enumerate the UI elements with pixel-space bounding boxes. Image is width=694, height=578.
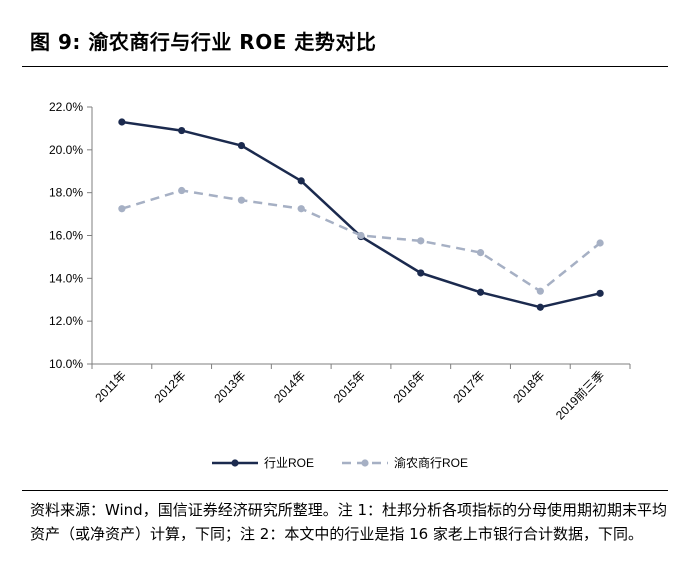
legend-marker-2	[361, 459, 369, 467]
series-2-point	[297, 205, 305, 213]
series-2-point	[237, 196, 246, 204]
x-tick-label: 2015年	[331, 368, 368, 405]
source-rule	[22, 490, 668, 491]
series-1-point	[417, 269, 425, 277]
series-1-point	[596, 289, 604, 297]
series-1-point	[118, 118, 126, 126]
x-tick-label: 2014年	[271, 368, 308, 405]
series-line-2	[121, 189, 601, 293]
x-tick-label: 2018年	[510, 368, 547, 405]
series-1-point	[237, 141, 246, 150]
series-2-point	[178, 186, 186, 195]
y-tick-label: 18.0%	[49, 186, 83, 200]
x-axis: 2011年 2012年 2013年 2014年 2015年 2016年 2017年 2018年…	[91, 363, 631, 423]
y-tick-label: 12.0%	[49, 314, 83, 328]
y-tick-label: 10.0%	[49, 357, 83, 371]
series-2-point	[357, 231, 365, 240]
series-2-point	[536, 287, 544, 295]
series-line-1	[121, 120, 601, 309]
y-tick-label: 14.0%	[49, 271, 83, 285]
figure-title: 图 9: 渝农商行与行业 ROE 走势对比	[30, 30, 377, 54]
legend: 行业ROE 渝农商行ROE	[212, 455, 468, 470]
x-tick-label: 2017年	[450, 368, 487, 405]
x-tick-label: 2012年	[152, 368, 189, 405]
y-tick-label: 16.0%	[49, 229, 83, 243]
source-note: 资料来源：Wind，国信证券经济研究所整理。注 1：杜邦分析各项指标的分母使用期…	[30, 501, 668, 543]
x-tick-label: 2011年	[92, 368, 129, 405]
legend-label-2: 渝农商行ROE	[394, 455, 468, 470]
series-2-point	[476, 249, 485, 257]
series-2-point	[118, 205, 126, 213]
y-tick-label: 22.0%	[49, 100, 83, 114]
title-rule	[22, 66, 668, 67]
series-2-point	[596, 239, 604, 247]
series-2-point	[417, 237, 425, 245]
series-1-point	[178, 126, 186, 135]
y-tick-label: 20.0%	[49, 143, 83, 157]
x-tick-label: 2013年	[211, 368, 248, 405]
series-1-point	[536, 303, 544, 311]
series-1-point	[476, 288, 485, 296]
series-1-point	[297, 177, 305, 185]
x-tick-label: 2019前三季	[552, 368, 607, 423]
line-chart: 10.0% 12.0% 14.0% 16.0% 18.0% 20.0% 22.0% 2011…	[49, 100, 631, 470]
legend-marker-1	[231, 459, 239, 467]
legend-label-1: 行业ROE	[264, 456, 314, 470]
x-tick-label: 2016年	[391, 368, 428, 405]
series-layer	[118, 118, 604, 311]
y-axis: 10.0% 12.0% 14.0% 16.0% 18.0% 20.0% 22.0%	[49, 100, 93, 371]
